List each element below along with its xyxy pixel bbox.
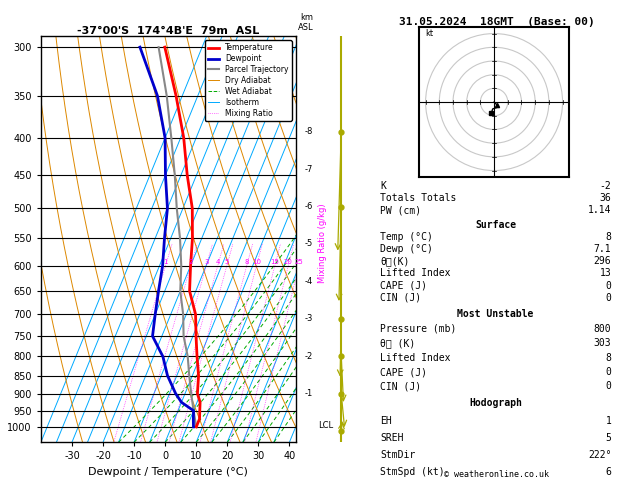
- Text: K: K: [380, 181, 386, 191]
- Text: SREH: SREH: [380, 433, 403, 443]
- Text: CIN (J): CIN (J): [380, 293, 421, 303]
- Text: -8: -8: [305, 127, 313, 136]
- Text: Mixing Ratio (g/kg): Mixing Ratio (g/kg): [318, 203, 327, 283]
- Text: EH: EH: [380, 416, 392, 426]
- Text: 7.1: 7.1: [594, 244, 611, 254]
- Y-axis label: hPa: hPa: [0, 229, 2, 249]
- Text: Totals Totals: Totals Totals: [380, 193, 456, 203]
- Text: -4: -4: [305, 277, 313, 286]
- Text: 31.05.2024  18GMT  (Base: 00): 31.05.2024 18GMT (Base: 00): [399, 17, 595, 27]
- Text: 2: 2: [189, 259, 193, 264]
- Text: 0: 0: [606, 382, 611, 391]
- Text: CAPE (J): CAPE (J): [380, 367, 427, 377]
- Text: © weatheronline.co.uk: © weatheronline.co.uk: [445, 469, 549, 479]
- Text: Lifted Index: Lifted Index: [380, 353, 450, 363]
- Text: kt: kt: [426, 29, 434, 38]
- Text: 5: 5: [606, 433, 611, 443]
- Text: 303: 303: [594, 338, 611, 348]
- Legend: Temperature, Dewpoint, Parcel Trajectory, Dry Adiabat, Wet Adiabat, Isotherm, Mi: Temperature, Dewpoint, Parcel Trajectory…: [204, 40, 292, 121]
- Text: 4: 4: [216, 259, 220, 264]
- Text: θᴄ(K): θᴄ(K): [380, 256, 409, 266]
- Text: Pressure (mb): Pressure (mb): [380, 324, 456, 334]
- Text: -3: -3: [305, 314, 313, 323]
- Text: 8: 8: [245, 259, 249, 264]
- Text: CIN (J): CIN (J): [380, 382, 421, 391]
- Text: 36: 36: [599, 193, 611, 203]
- Text: 6: 6: [606, 468, 611, 477]
- Text: StmSpd (kt): StmSpd (kt): [380, 468, 445, 477]
- Text: LCL: LCL: [318, 421, 333, 431]
- X-axis label: Dewpoint / Temperature (°C): Dewpoint / Temperature (°C): [88, 467, 248, 477]
- Title: -37°00'S  174°4B'E  79m  ASL: -37°00'S 174°4B'E 79m ASL: [77, 26, 259, 35]
- Text: 15: 15: [270, 259, 279, 264]
- Text: CAPE (J): CAPE (J): [380, 280, 427, 291]
- Text: -7: -7: [305, 165, 313, 174]
- Text: 8: 8: [606, 353, 611, 363]
- Text: PW (cm): PW (cm): [380, 205, 421, 215]
- Text: 0: 0: [606, 367, 611, 377]
- Text: -2: -2: [305, 352, 313, 361]
- Text: 296: 296: [594, 256, 611, 266]
- Text: 800: 800: [594, 324, 611, 334]
- Text: 1: 1: [164, 259, 168, 264]
- Text: 1: 1: [606, 416, 611, 426]
- Text: 10: 10: [252, 259, 261, 264]
- Text: 20: 20: [284, 259, 292, 264]
- Text: Temp (°C): Temp (°C): [380, 232, 433, 242]
- Text: 0: 0: [606, 280, 611, 291]
- Text: -5: -5: [305, 240, 313, 248]
- Text: Lifted Index: Lifted Index: [380, 268, 450, 278]
- Text: -1: -1: [305, 389, 313, 398]
- Text: 13: 13: [599, 268, 611, 278]
- Text: 8: 8: [606, 232, 611, 242]
- Text: θᴄ (K): θᴄ (K): [380, 338, 415, 348]
- Text: 5: 5: [225, 259, 229, 264]
- Text: 3: 3: [204, 259, 209, 264]
- Text: 1.14: 1.14: [588, 205, 611, 215]
- Text: -2: -2: [599, 181, 611, 191]
- Text: -6: -6: [305, 202, 313, 211]
- Text: Surface: Surface: [475, 220, 516, 230]
- Text: 0: 0: [606, 293, 611, 303]
- Text: km
ASL: km ASL: [298, 13, 313, 33]
- Text: Hodograph: Hodograph: [469, 399, 522, 408]
- Text: StmDir: StmDir: [380, 450, 415, 460]
- Text: 222°: 222°: [588, 450, 611, 460]
- Text: 25: 25: [294, 259, 303, 264]
- Text: Dewp (°C): Dewp (°C): [380, 244, 433, 254]
- Text: Most Unstable: Most Unstable: [457, 310, 534, 319]
